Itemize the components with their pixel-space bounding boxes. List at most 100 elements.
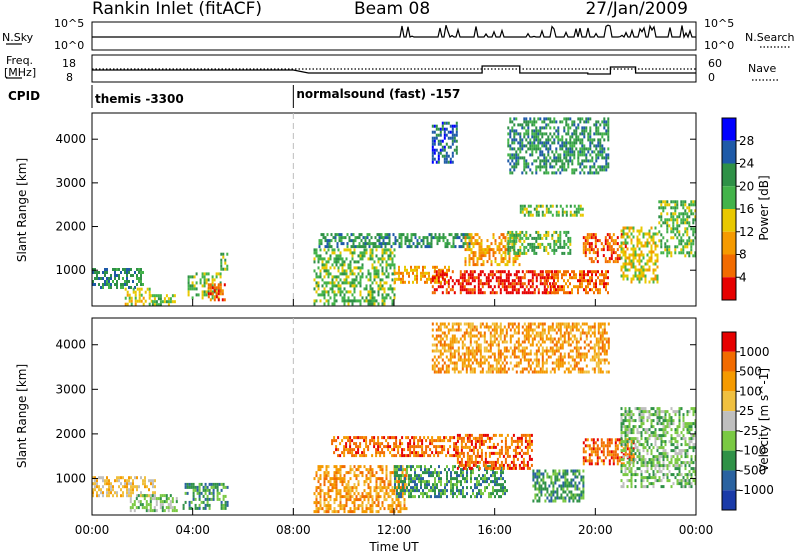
power-ytick: 4000 — [55, 132, 86, 146]
velocity-colorbar-tick: 1000 — [739, 345, 770, 359]
scatter-region-2 — [149, 294, 176, 307]
date-title: 27/Jan/2009 — [585, 0, 688, 19]
cpid-panel: CPID themis -3300 normalsound (fast) -15… — [8, 85, 460, 108]
power-ytick: 1000 — [55, 263, 86, 277]
power-colorbar-swatch — [722, 186, 736, 209]
scatter-region-3 — [187, 272, 222, 300]
velocity-colorbar: 1000 500 100 25 -25 -100 -500 -1000 — [721, 331, 774, 511]
scatter-region-5 — [220, 252, 229, 271]
velocity-colorbar-tick: 500 — [739, 365, 762, 379]
power-ylabel: Slant Range [km] — [15, 158, 29, 262]
power-colorbar-swatch — [722, 209, 736, 232]
velocity-colorbar-tick: -500 — [739, 463, 766, 477]
scatter-region-9 — [431, 270, 558, 295]
nsky-panel: N.Sky 10^5 10^0 10^5 10^0 N.Search — [2, 17, 795, 52]
nave-tick-high: 60 — [708, 57, 722, 70]
velocity-colorbar-swatch — [722, 430, 736, 451]
freq-unit: [MHz] — [4, 66, 36, 79]
scatter-region-10 — [464, 233, 521, 267]
power-colorbar-swatch — [722, 231, 736, 255]
velocity-ytick: 1000 — [55, 471, 86, 485]
power-colorbar-swatch — [722, 254, 736, 278]
velocity-colorbar-swatch — [722, 371, 736, 392]
scatter-region-0 — [92, 268, 144, 289]
power-colorbar-tick: 8 — [739, 248, 747, 262]
power-colorbar-tick: 12 — [739, 225, 754, 239]
time-tick-label: 00:00 — [75, 523, 110, 537]
power-colorbar-tick: 20 — [739, 179, 754, 193]
power-colorbar-tick: 28 — [739, 134, 754, 148]
scatter-region-4 — [313, 465, 408, 514]
nsky-tick-low: 10^0 — [54, 39, 84, 52]
scatter-region-10 — [431, 322, 610, 374]
velocity-colorbar-swatch — [722, 450, 736, 471]
power-colorbar-swatch — [722, 277, 736, 300]
velocity-ytick: 3000 — [55, 382, 86, 396]
velocity-ytick: 4000 — [55, 338, 86, 352]
power-data — [92, 117, 697, 307]
nsky-series — [92, 24, 696, 39]
scatter-region-6 — [318, 233, 471, 249]
nsearch-tick-low: 10^0 — [704, 39, 734, 52]
nsky-label: N.Sky — [2, 31, 34, 44]
velocity-colorbar-swatch — [722, 411, 736, 431]
scatter-region-17 — [431, 121, 458, 164]
beam-title: Beam 08 — [354, 0, 430, 19]
power-colorbar-swatch — [722, 140, 736, 164]
freq-panel: Freq. [MHz] 18 8 60 0 Nave — [4, 54, 778, 84]
scatter-region-1 — [124, 287, 153, 306]
nsky-tick-high: 10^5 — [54, 17, 84, 30]
scatter-region-1 — [129, 494, 178, 513]
time-tick-label: 04:00 — [175, 523, 210, 537]
nave-tick-low: 0 — [708, 71, 715, 84]
velocity-colorbar-swatch — [722, 391, 736, 412]
velocity-colorbar-swatch — [722, 351, 736, 372]
velocity-colorbar-tick: 25 — [739, 404, 754, 418]
cpid-segment-themis: themis -3300 — [95, 92, 184, 106]
nave-label: Nave — [748, 62, 776, 75]
velocity-ytick: 2000 — [55, 427, 86, 441]
scatter-region-2 — [182, 482, 229, 510]
power-colorbar-tick: 16 — [739, 202, 754, 216]
velocity-colorbar-tick: -100 — [739, 444, 766, 458]
nsearch-label: N.Search — [745, 31, 795, 44]
velocity-colorbar-swatch — [722, 470, 736, 491]
time-tick-label: 00:00 — [679, 523, 714, 537]
scatter-region-14 — [582, 233, 627, 264]
scatter-region-18 — [507, 117, 610, 175]
cpid-label: CPID — [8, 89, 40, 103]
time-tick-label: 12:00 — [377, 523, 412, 537]
scatter-region-3 — [331, 436, 458, 458]
power-colorbar-swatch — [722, 163, 736, 187]
velocity-panel: 1000 2000 3000 4000 Slant Range [km] 1000 50… — [15, 317, 774, 516]
freq-label: Freq. — [6, 54, 33, 67]
freq-series — [92, 65, 696, 75]
velocity-colorbar-tick: -1000 — [739, 483, 774, 497]
velocity-colorbar-label: Velocity [m s^-1] — [757, 368, 771, 472]
velocity-colorbar-tick: 100 — [739, 384, 762, 398]
power-colorbar-tick: 24 — [739, 157, 754, 171]
scatter-region-7 — [532, 469, 585, 503]
scatter-region-6 — [456, 433, 533, 470]
velocity-colorbar-swatch — [722, 332, 736, 352]
station-title: Rankin Inlet (fitACF) — [92, 0, 262, 19]
scatter-region-9 — [620, 407, 697, 489]
time-axis-label: Time UT — [368, 540, 419, 554]
velocity-colorbar-tick: -25 — [739, 424, 759, 438]
freq-tick-low: 8 — [66, 71, 73, 84]
power-panel: 1000 2000 3000 4000 Slant Range [km] 4 8 12 16… — [15, 112, 771, 307]
velocity-colorbar-swatch — [722, 490, 736, 510]
time-tick-label: 08:00 — [276, 523, 311, 537]
freq-tick-high: 18 — [62, 57, 76, 70]
scatter-region-12 — [519, 204, 584, 217]
scatter-region-11 — [507, 230, 572, 255]
velocity-ylabel: Slant Range [km] — [15, 364, 29, 468]
power-colorbar-label: Power [dB] — [757, 175, 771, 240]
power-colorbar: 4 8 12 16 20 24 28 — [721, 117, 754, 301]
scatter-region-16 — [658, 200, 697, 258]
time-tick-label: 16:00 — [477, 523, 512, 537]
scatter-region-7 — [313, 248, 396, 306]
power-ytick: 3000 — [55, 176, 86, 190]
time-axis: 00:00 04:00 08:00 12:00 16:00 20:00 00:00 — [75, 299, 714, 537]
